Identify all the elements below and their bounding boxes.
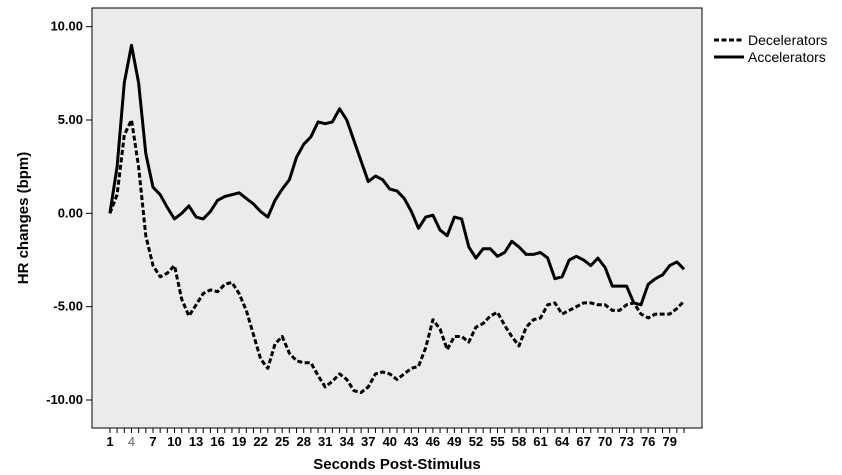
- y-tick-label: -5.00: [53, 299, 83, 314]
- series-layer: [108, 43, 686, 394]
- x-tick-label: 28: [296, 434, 310, 449]
- x-tick-label: 67: [576, 434, 590, 449]
- x-tick-label: 61: [533, 434, 547, 449]
- x-tick-label: 16: [210, 434, 224, 449]
- x-tick-label: 34: [340, 434, 355, 449]
- x-tick-label: 70: [598, 434, 612, 449]
- x-tick-label: 31: [318, 434, 332, 449]
- series-line-decelerators: [108, 118, 686, 394]
- y-tick-label: 0.00: [58, 205, 83, 220]
- x-tick-label: 22: [253, 434, 267, 449]
- x-tick-label: 64: [555, 434, 570, 449]
- x-tick-label: 4: [128, 434, 135, 449]
- y-axis-title: HR changes (bpm): [15, 152, 32, 285]
- x-tick-label: 58: [512, 434, 526, 449]
- x-tick-label: 43: [404, 434, 418, 449]
- x-axis-title: Seconds Post-Stimulus: [313, 456, 481, 473]
- y-axis: 10.00 5.00 0.00 -5.00 -10.00: [46, 19, 92, 407]
- x-tick-label: 13: [189, 434, 203, 449]
- y-tick-label: -10.00: [46, 392, 83, 407]
- legend-label-accelerators: Accelerators: [748, 49, 826, 65]
- x-tick-label: 25: [275, 434, 289, 449]
- x-tick-label: 76: [641, 434, 655, 449]
- x-tick-label: 19: [232, 434, 246, 449]
- x-tick-label: 55: [490, 434, 504, 449]
- x-tick-label: 1: [106, 434, 113, 449]
- x-tick-label: 49: [447, 434, 461, 449]
- x-tick-label: 7: [149, 434, 156, 449]
- y-tick-label: 5.00: [58, 112, 83, 127]
- series-line-accelerators: [108, 43, 686, 307]
- x-tick-label: 73: [619, 434, 633, 449]
- x-tick-label: 37: [361, 434, 375, 449]
- plot-area: [91, 7, 703, 429]
- x-tick-label: 10: [167, 434, 181, 449]
- legend-label-decelerators: Decelerators: [748, 32, 827, 48]
- y-tick-label: 10.00: [50, 19, 83, 34]
- x-tick-label: 46: [426, 434, 440, 449]
- x-tick-label: 52: [469, 434, 483, 449]
- x-tick-label: 79: [662, 434, 676, 449]
- x-tick-label: 40: [383, 434, 397, 449]
- x-axis: 1 4 7 10 13 16 19 22 25 28 31 34 37 40 43 46 49 52 55 58 61 6…: [106, 428, 685, 449]
